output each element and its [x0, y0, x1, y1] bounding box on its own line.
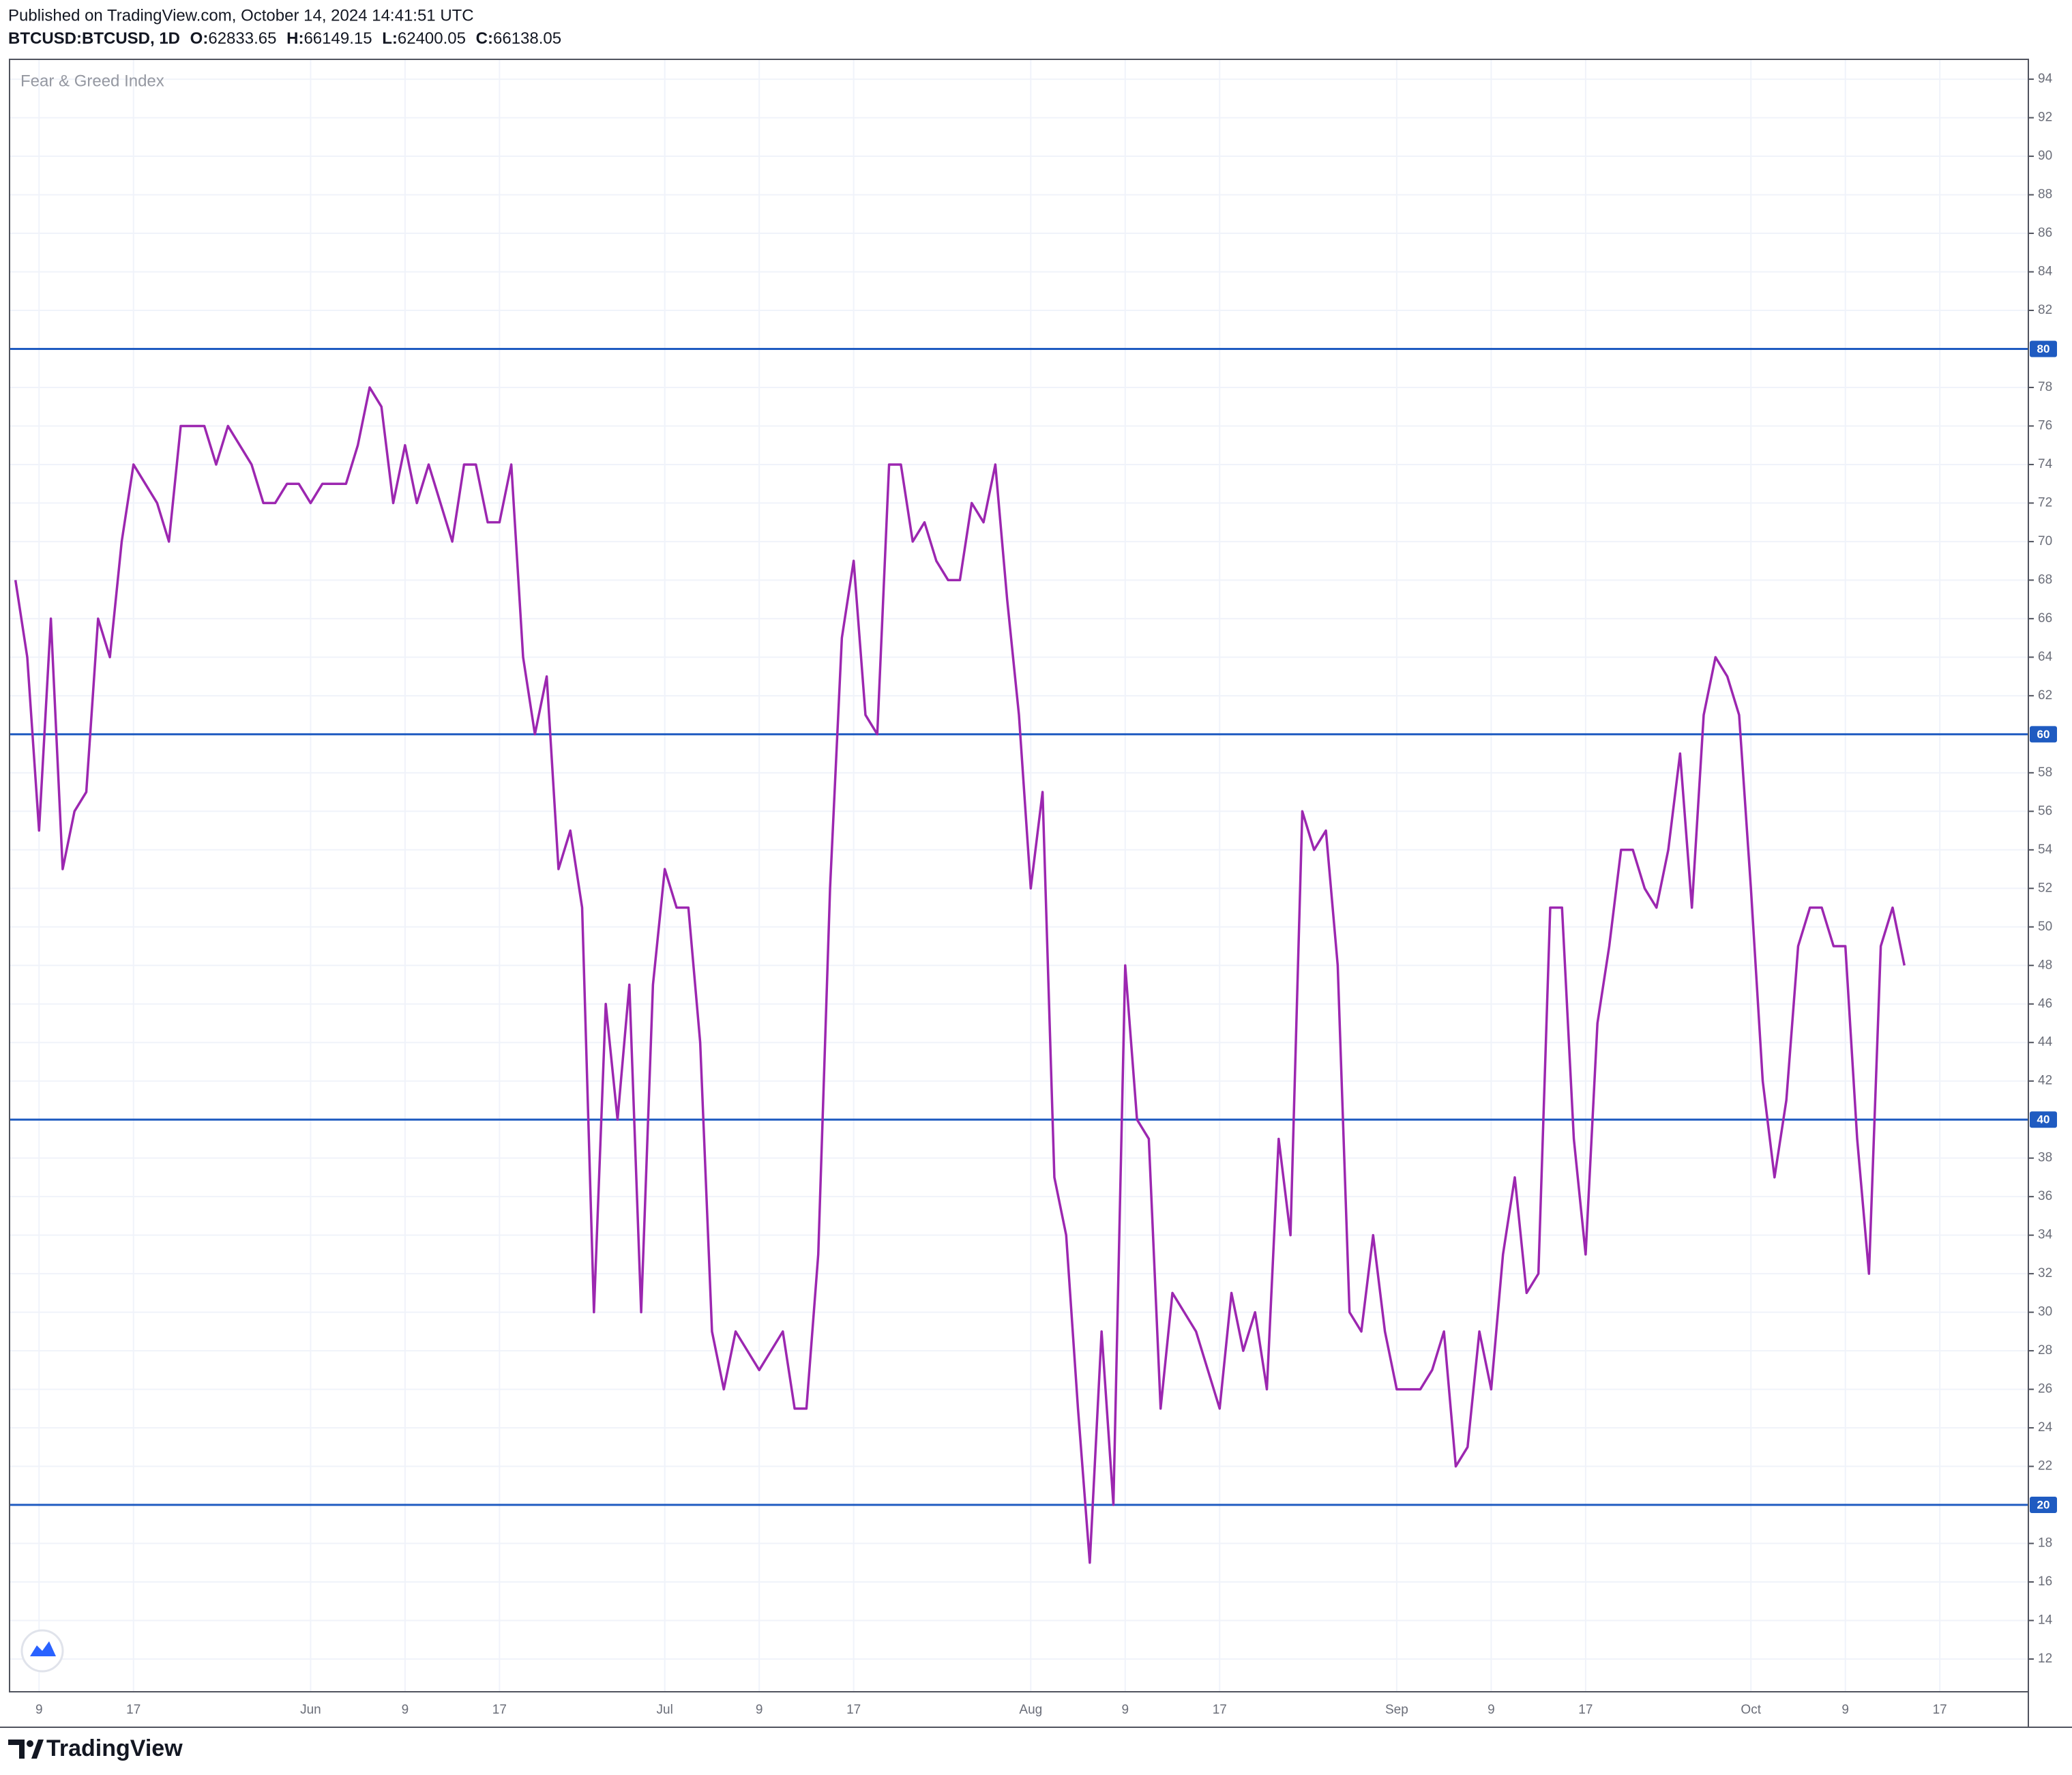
y-tick-label: 12: [2038, 1652, 2052, 1666]
y-tick-label: 76: [2038, 418, 2052, 432]
y-tick-label: 44: [2038, 1035, 2053, 1049]
y-tick-label: 26: [2038, 1382, 2052, 1396]
y-tick-label: 34: [2038, 1228, 2053, 1242]
ohlc-value: 66149.15: [304, 29, 372, 48]
y-tick-label: 14: [2038, 1613, 2053, 1628]
ohlc-value: 62400.05: [398, 29, 466, 48]
marks: [10, 347, 2028, 1564]
y-tick-label: 66: [2038, 611, 2052, 626]
x-tick-label: 9: [402, 1703, 409, 1717]
brand: TradingView: [46, 1735, 183, 1761]
x-tick-label: Jul: [657, 1703, 673, 1717]
y-tick-label: 56: [2038, 804, 2052, 818]
x-tick-label: Oct: [1741, 1703, 1761, 1717]
x-tick-label: 17: [846, 1703, 861, 1717]
ohlc-label: C:: [476, 29, 493, 48]
x-tick-label: 17: [1213, 1703, 1227, 1717]
y-tick-label: 22: [2038, 1459, 2052, 1473]
x-tick-label: 9: [1122, 1703, 1129, 1717]
published-line: Published on TradingView.com, October 14…: [8, 6, 474, 25]
y-tick-label: 74: [2038, 457, 2053, 471]
y-tick-label: 64: [2038, 649, 2053, 664]
y-tick-label: 38: [2038, 1151, 2052, 1165]
indicator-title: Fear & Greed Index: [20, 72, 164, 90]
y-tick-label: 46: [2038, 997, 2052, 1011]
y-tick-label: 32: [2038, 1266, 2052, 1280]
symbol: BTCUSD:BTCUSD, 1D: [8, 29, 180, 48]
level-label: 80: [2037, 342, 2050, 355]
data-line: [14, 386, 1906, 1564]
y-tick-label: 42: [2038, 1074, 2052, 1088]
y-tick-label: 36: [2038, 1189, 2052, 1203]
plot-frame: [9, 59, 2029, 1692]
y-tick-label: 24: [2038, 1420, 2053, 1435]
x-tick-label: 17: [1933, 1703, 1947, 1717]
level-label-box: [2030, 340, 2057, 357]
y-tick-label: 72: [2038, 495, 2052, 510]
y-tick-label: 16: [2038, 1574, 2052, 1589]
ohlc-line: BTCUSD:BTCUSD, 1D O:62833.65 H:66149.15 …: [8, 29, 561, 48]
y-tick-label: 90: [2038, 149, 2052, 163]
x-tick-label: 9: [1488, 1703, 1495, 1717]
y-tick-label: 78: [2038, 380, 2052, 394]
ohlc-label: L:: [382, 29, 398, 48]
y-tick-label: 68: [2038, 572, 2052, 587]
logo-badge: [20, 1629, 64, 1673]
ohlc-value: 62833.65: [208, 29, 276, 48]
y-tick-label: 84: [2038, 265, 2053, 279]
y-tick-label: 54: [2038, 842, 2053, 857]
level-label-box: [2030, 726, 2057, 743]
y-tick-label: 86: [2038, 226, 2052, 240]
level-label: 40: [2037, 1113, 2050, 1126]
y-tick-label: 82: [2038, 303, 2052, 317]
x-tick-label: 17: [492, 1703, 507, 1717]
x-tick-label: 17: [126, 1703, 140, 1717]
y-tick-label: 52: [2038, 881, 2052, 895]
y-tick-label: 92: [2038, 111, 2052, 125]
ohlc-label: O:: [190, 29, 209, 48]
x-tick-label: 9: [35, 1703, 43, 1717]
y-tick-label: 28: [2038, 1343, 2052, 1358]
x-tick-label: Sep: [1385, 1703, 1408, 1717]
y-tick-label: 88: [2038, 188, 2052, 202]
x-tick-label: 9: [756, 1703, 763, 1717]
ohlc-value: 66138.05: [493, 29, 561, 48]
ohlc-label: H:: [286, 29, 304, 48]
grid: [10, 59, 2028, 1692]
level-label: 60: [2037, 728, 2050, 741]
y-tick-label: 50: [2038, 920, 2052, 934]
y-tick-label: 94: [2038, 72, 2053, 86]
x-tick-label: Jun: [300, 1703, 321, 1717]
x-tick-label: Aug: [1019, 1703, 1042, 1717]
level-label-box: [2030, 1497, 2057, 1514]
y-tick-label: 62: [2038, 688, 2052, 703]
y-tick-label: 58: [2038, 765, 2052, 780]
brand-logo: [8, 1740, 44, 1759]
level-label-box: [2030, 1111, 2057, 1128]
y-tick-label: 48: [2038, 958, 2052, 972]
y-tick-label: 30: [2038, 1305, 2052, 1319]
y-tick-label: 18: [2038, 1536, 2052, 1551]
y-tick-label: 70: [2038, 534, 2052, 548]
x-tick-label: 9: [1841, 1703, 1849, 1717]
level-label: 20: [2037, 1499, 2050, 1512]
x-tick-label: 17: [1578, 1703, 1593, 1717]
